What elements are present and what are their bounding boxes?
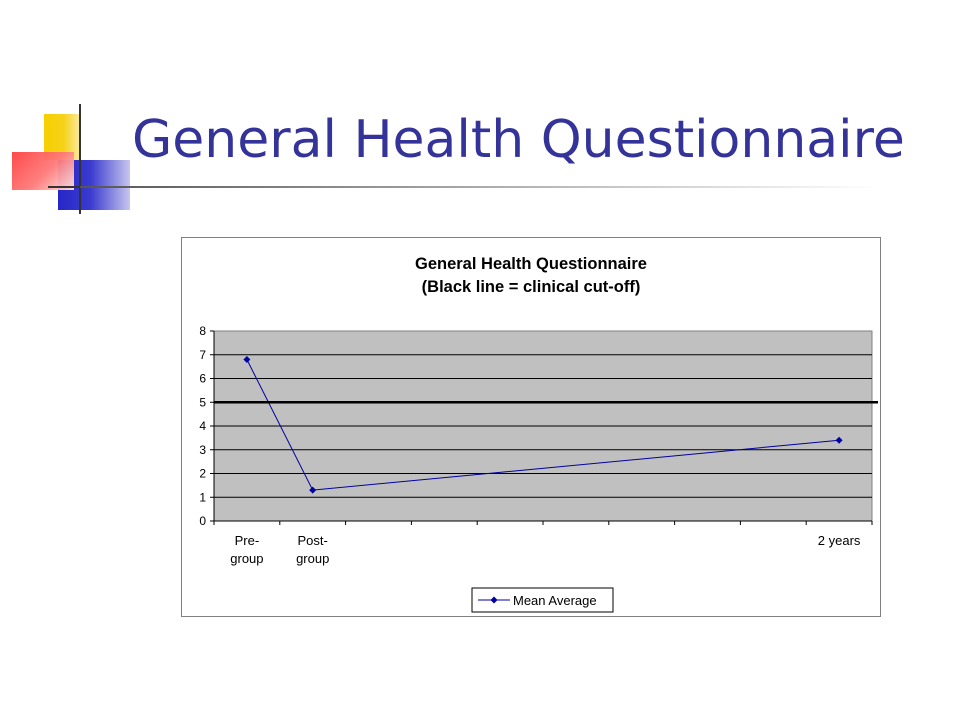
red-square-decoration [12, 152, 74, 190]
data-point [835, 436, 843, 444]
y-tick-label: 6 [199, 372, 206, 386]
chart-title: General Health Questionnaire [415, 255, 647, 273]
y-tick-label: 2 [199, 467, 206, 481]
data-point [309, 486, 317, 494]
x-tick-label: Pre-group [230, 533, 263, 566]
y-tick-label: 1 [199, 490, 206, 504]
chart-title-block: General Health Questionnaire (Black line… [181, 253, 881, 299]
chart-subtitle: (Black line = clinical cut-off) [421, 278, 641, 296]
y-tick-label: 4 [199, 419, 206, 433]
decorative-logo [0, 0, 140, 230]
y-tick-label: 0 [199, 514, 206, 528]
slide-title: General Health Questionnaire [132, 110, 905, 170]
x-tick-label: Post-group [296, 533, 329, 566]
y-tick-label: 5 [199, 395, 206, 409]
y-tick-label: 7 [199, 348, 206, 362]
y-tick-label: 3 [199, 443, 206, 457]
y-tick-label: 8 [199, 324, 206, 338]
x-tick-label: 2 years [818, 533, 861, 548]
legend-label: Mean Average [513, 593, 597, 608]
legend-marker-swatch [490, 596, 498, 604]
title-underline [80, 186, 880, 188]
data-point [243, 356, 251, 363]
vertical-line-decoration [79, 104, 81, 214]
